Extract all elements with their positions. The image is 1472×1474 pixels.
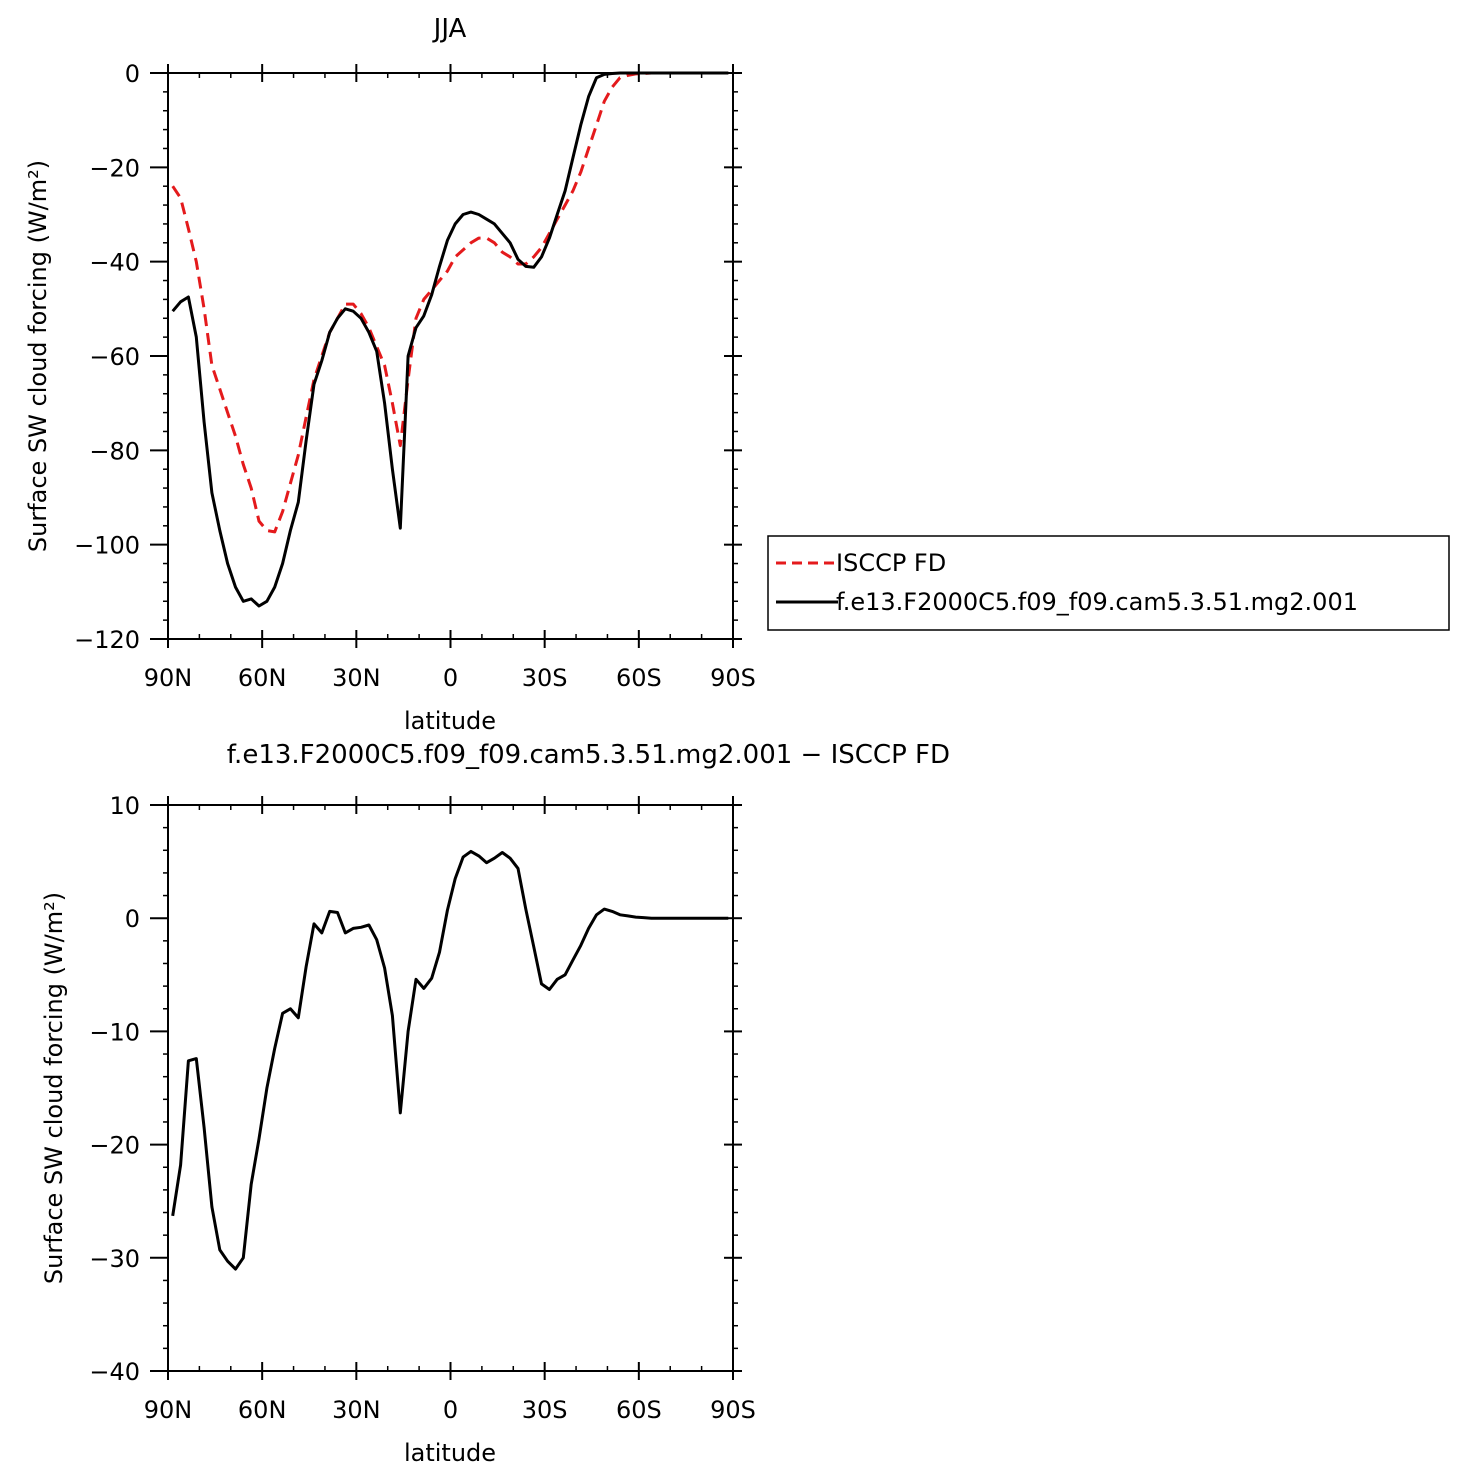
top-y-tick-label: −40: [89, 249, 140, 277]
bottom-x-tick-label: 0: [443, 1396, 458, 1424]
top-y-tick-label: −60: [89, 343, 140, 371]
top-x-axis-title: latitude: [404, 707, 496, 735]
top-x-tick-label: 30S: [522, 664, 568, 692]
bottom-plot-title: f.e13.F2000C5.f09_f09.cam5.3.51.mg2.001 …: [227, 740, 950, 770]
bottom-y-tick-label: −30: [89, 1245, 140, 1273]
top-y-tick-label: −100: [74, 532, 140, 560]
bottom-panel: f.e13.F2000C5.f09_f09.cam5.3.51.mg2.001 …: [40, 740, 950, 1467]
top-x-tick-label: 30N: [332, 664, 381, 692]
top-y-tick-label: −80: [89, 437, 140, 465]
bottom-y-axis-title: Surface SW cloud forcing (W/m²): [40, 892, 68, 1284]
top-panel: JJA 90N 60N 30N 0 30S 60S 90S 0 −20 −40 −60 −80 −10…: [24, 14, 756, 735]
bottom-x-tick-label: 30S: [522, 1396, 568, 1424]
legend: ISCCP FD f.e13.F2000C5.f09_f09.cam5.3.51…: [767, 535, 1450, 631]
bottom-y-tick-label: 0: [125, 905, 140, 933]
top-x-tick-label: 60N: [238, 664, 287, 692]
bottom-x-tick-label: 90N: [144, 1396, 193, 1424]
top-x-tick-label: 0: [443, 664, 458, 692]
bottom-x-tick-label: 60N: [238, 1396, 287, 1424]
top-x-tick-labels: 90N 60N 30N 0 30S 60S 90S: [144, 664, 756, 692]
top-x-tick-label: 90S: [710, 664, 756, 692]
bottom-y-tick-label: −10: [89, 1018, 140, 1046]
top-series-line-0: [171, 71, 729, 534]
bottom-x-tick-label: 60S: [616, 1396, 662, 1424]
bottom-y-tick-label: −20: [89, 1132, 140, 1160]
top-series-group: [171, 71, 729, 608]
legend-box: [767, 535, 1450, 631]
top-x-tick-label: 60S: [616, 664, 662, 692]
legend-label-model: f.e13.F2000C5.f09_f09.cam5.3.51.mg2.001: [836, 588, 1358, 616]
bottom-series-group: [171, 849, 729, 1271]
top-plot-title: JJA: [432, 14, 467, 44]
bottom-x-tick-label: 30N: [332, 1396, 381, 1424]
top-plot-frame: [167, 72, 734, 640]
bottom-series-line-0: [171, 849, 729, 1271]
bottom-y-tick-label: 10: [109, 792, 140, 820]
top-y-axis-title: Surface SW cloud forcing (W/m²): [24, 160, 52, 552]
legend-label-isccp: ISCCP FD: [836, 549, 946, 577]
top-y-tick-label: −20: [89, 154, 140, 182]
top-y-tick-label: 0: [125, 60, 140, 88]
top-axis-ticks: [150, 64, 742, 648]
top-series-line-1: [171, 71, 729, 608]
bottom-plot-frame: [167, 804, 734, 1372]
bottom-y-tick-labels: 10 0 −10 −20 −30 −40: [89, 792, 140, 1386]
bottom-y-tick-label: −40: [89, 1358, 140, 1386]
top-x-tick-label: 90N: [144, 664, 193, 692]
top-y-tick-label: −120: [74, 626, 140, 654]
bottom-x-tick-labels: 90N 60N 30N 0 30S 60S 90S: [144, 1396, 756, 1424]
top-y-tick-labels: 0 −20 −40 −60 −80 −100 −120: [74, 60, 140, 654]
bottom-x-axis-title: latitude: [404, 1439, 496, 1467]
bottom-axis-ticks: [150, 796, 742, 1380]
bottom-x-tick-label: 90S: [710, 1396, 756, 1424]
